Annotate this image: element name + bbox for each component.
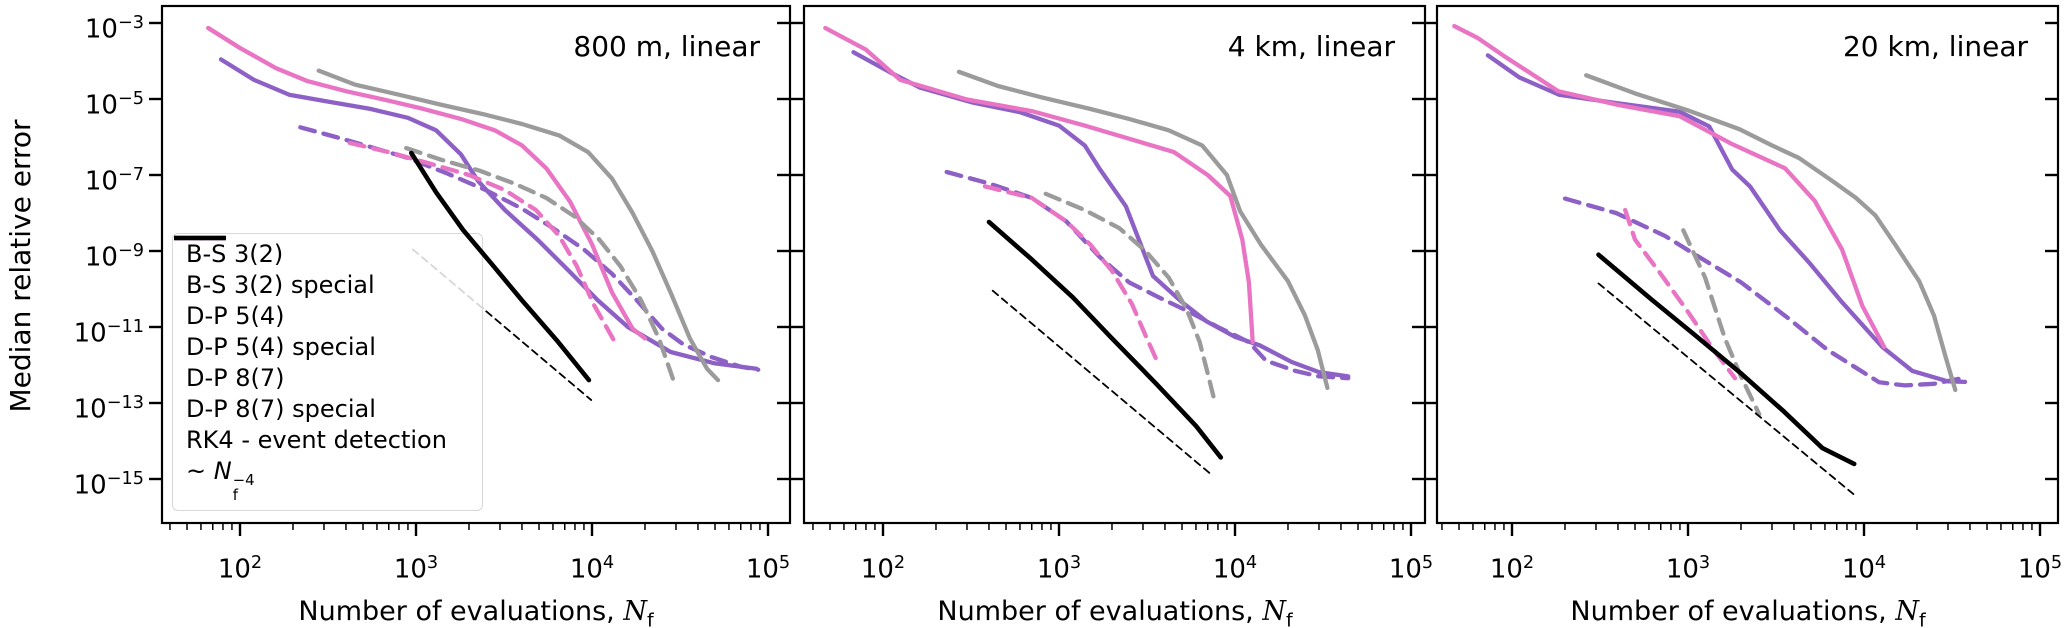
series-rk4 xyxy=(1596,252,1857,467)
series-bs32s xyxy=(944,169,1351,381)
x-axis-label-var: N xyxy=(623,596,647,627)
legend-item-bs32s: B-S 3(2) special xyxy=(173,235,482,299)
panel-title-20km: 20 km, linear xyxy=(1842,30,2028,63)
x-tick-label: 102 xyxy=(860,553,906,585)
y-tick-label: 10−15 xyxy=(73,469,144,501)
series-dp54 xyxy=(823,25,1255,345)
y-tick-label: 10−11 xyxy=(73,317,144,349)
series-guide xyxy=(1597,282,1855,495)
x-tick-label: 105 xyxy=(745,553,791,585)
series-bs32s xyxy=(1562,196,1965,388)
x-axis-label-text: Number of evaluations, xyxy=(937,596,1263,627)
x-tick-label: 102 xyxy=(1489,553,1535,585)
legend-label: B-S 3(2) xyxy=(186,239,284,268)
x-tick-label: 104 xyxy=(1841,553,1887,585)
x-axis-label-sub: f xyxy=(646,609,654,628)
x-tick-label: 105 xyxy=(1388,553,1434,585)
x-tick-label: 104 xyxy=(569,553,615,585)
x-axis-label-var: N xyxy=(1895,596,1919,627)
panel-title-800m: 800 m, linear xyxy=(573,30,760,63)
x-axis-label-panel1: Number of evaluations, Nf xyxy=(196,596,756,628)
legend-item-dp54: D-P 5(4) xyxy=(173,235,482,330)
series-bs32 xyxy=(1485,53,1968,385)
x-axis-label-var: N xyxy=(1262,596,1286,627)
x-tick-label: 103 xyxy=(1036,553,1082,585)
series-dp54s xyxy=(982,184,1160,363)
x-axis-label-sub: f xyxy=(1918,609,1926,628)
legend-item-bs32: B-S 3(2) xyxy=(173,235,482,268)
x-axis-label-panel2: Number of evaluations, Nf xyxy=(835,596,1395,628)
x-tick-label: 103 xyxy=(393,553,439,585)
y-tick-label: 10−5 xyxy=(84,89,144,121)
legend-item-dp54s: D-P 5(4) special xyxy=(173,235,482,361)
panel-spines xyxy=(802,4,1427,525)
series-dp87 xyxy=(1584,73,1958,393)
x-axis-label-sub: f xyxy=(1285,609,1293,628)
panel-title-4km: 4 km, linear xyxy=(1227,30,1395,63)
series-dp54 xyxy=(206,25,648,341)
x-axis-label-panel3: Number of evaluations, Nf xyxy=(1468,596,2028,628)
x-axis-label-text: Number of evaluations, xyxy=(1570,596,1896,627)
y-tick-label: 10−9 xyxy=(84,241,144,273)
legend-label: D-P 5(4) xyxy=(186,301,285,330)
legend-label: D-P 8(7) xyxy=(186,363,285,392)
legend-line-sample xyxy=(174,237,226,239)
x-tick-label: 103 xyxy=(1665,553,1711,585)
panel-spines xyxy=(160,4,792,525)
series-dp54 xyxy=(1452,23,1887,350)
y-axis-label: Median relative error xyxy=(4,119,37,413)
y-tick-label: 10−13 xyxy=(73,393,144,425)
panel-spines xyxy=(1435,4,2060,525)
legend-label: D-P 8(7) special xyxy=(186,394,376,423)
series-guide xyxy=(991,289,1214,477)
legend-label: ~ N −4 f xyxy=(186,456,255,505)
y-tick-label: 10−3 xyxy=(84,13,144,45)
legend-item-dp87s: D-P 8(7) special xyxy=(173,235,482,423)
y-tick-label: 10−7 xyxy=(84,165,144,197)
legend-item-guide: ~ N −4 f xyxy=(173,237,482,505)
legend: B-S 3(2) B-S 3(2) special D-P 5(4) D-P 5(4)… xyxy=(172,233,483,511)
legend-label: D-P 5(4) special xyxy=(186,332,376,361)
legend-label: B-S 3(2) special xyxy=(186,270,375,299)
series-dp87s xyxy=(1681,228,1762,417)
series-dp87s xyxy=(1043,191,1217,401)
x-tick-label: 105 xyxy=(2017,553,2063,585)
x-tick-label: 104 xyxy=(1212,553,1258,585)
series-rk4 xyxy=(986,219,1224,460)
legend-item-dp87: D-P 8(7) xyxy=(173,235,482,392)
x-axis-label-text: Number of evaluations, xyxy=(298,596,624,627)
legend-label: RK4 - event detection xyxy=(186,425,447,454)
series-dp87 xyxy=(956,69,1330,391)
x-tick-label: 102 xyxy=(217,553,263,585)
legend-item-rk4: RK4 - event detection xyxy=(173,235,482,454)
